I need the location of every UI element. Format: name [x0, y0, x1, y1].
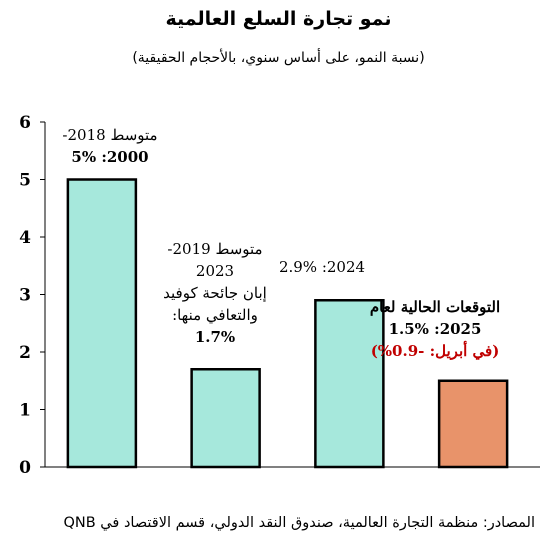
y-tick-label: 4: [19, 228, 31, 248]
annotation-bar-1-line-2: 2000: 5%: [71, 148, 149, 166]
chart-title: نمو تجارة السلع العالمية: [165, 8, 392, 30]
annotation-bar-4-line-3: (في أبريل: -0.9%): [370, 342, 500, 360]
chart-subtitle: (نسبة النمو، على أساس سنوي، بالأحجام الح…: [132, 50, 425, 66]
annotation-bar-3: 2024: 2.9%: [262, 256, 382, 278]
annotation-bar-2-line-1: متوسط 2019-: [167, 240, 263, 258]
y-tick-label: 0: [19, 458, 31, 478]
annotation-bar-4: التوقعات الحالية لعام 2025: 1.5% (في أبر…: [355, 296, 515, 362]
annotation-bar-1: متوسط 2018- 2000: 5%: [55, 124, 165, 168]
y-tick-label: 2: [19, 343, 31, 363]
y-tick-label: 1: [19, 401, 31, 421]
annotation-bar-4-line-1: التوقعات الحالية لعام: [369, 298, 501, 316]
bar-4: [437, 379, 509, 469]
y-tick-label: 3: [19, 286, 31, 306]
source-note: المصادر: منظمة التجارة العالمية، صندوق ا…: [63, 515, 535, 531]
y-tick-label: 6: [19, 113, 31, 133]
annotation-bar-3-line-1: 2024: 2.9%: [278, 258, 366, 276]
y-tick-label: 5: [19, 171, 31, 191]
annotation-bar-2-line-4: والتعافي منها:: [172, 306, 258, 324]
bar-2: [190, 368, 261, 469]
annotation-bar-2-line-5: 1.7%: [194, 328, 236, 346]
bar-3: [314, 299, 385, 469]
annotation-bar-2-line-2: 2023: [195, 262, 235, 280]
annotation-bar-2: متوسط 2019- 2023 إبان جائحة كوفيد والتعا…: [150, 238, 280, 348]
annotation-bar-1-line-1: متوسط 2018-: [62, 126, 158, 144]
annotation-bar-4-line-2: 2025: 1.5%: [388, 320, 482, 338]
bar-1: [66, 178, 138, 469]
annotation-bar-2-line-3: إبان جائحة كوفيد: [163, 284, 267, 302]
